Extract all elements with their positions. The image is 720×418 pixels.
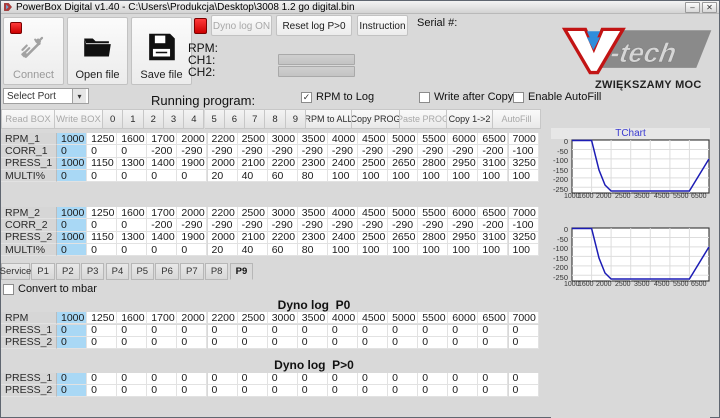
svg-text:-tech: -tech [608,37,678,68]
